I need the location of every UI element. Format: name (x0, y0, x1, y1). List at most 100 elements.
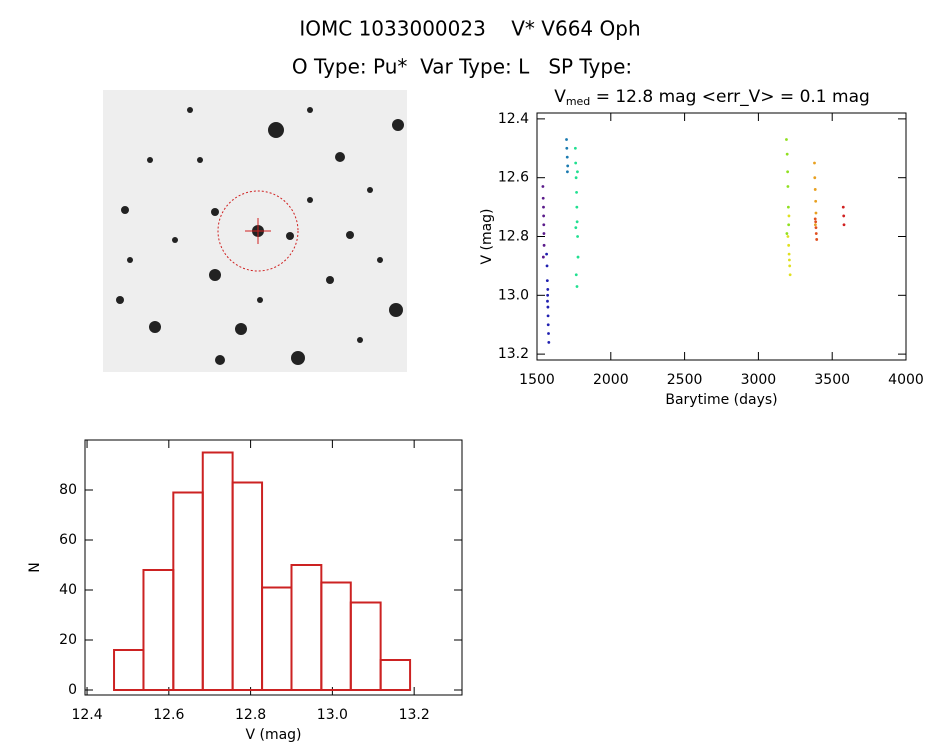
data-point (814, 199, 818, 203)
data-point (813, 223, 817, 227)
data-point (788, 273, 792, 277)
data-point (785, 232, 789, 235)
data-point (565, 155, 569, 159)
y-tick-label: 0 (68, 682, 77, 698)
data-point (566, 170, 569, 174)
histogram-bar (142, 569, 175, 691)
data-point (841, 205, 845, 209)
data-point (787, 223, 791, 227)
data-point (542, 223, 546, 227)
y-axis-label: V (mag) (479, 208, 495, 264)
y-tick-label: 20 (59, 632, 77, 648)
data-point (547, 340, 551, 344)
data-point (574, 226, 578, 230)
data-point (842, 214, 846, 218)
data-point (814, 226, 818, 230)
histogram-bar (349, 601, 382, 691)
x-tick-label: 3500 (814, 372, 850, 388)
data-point (575, 205, 579, 209)
data-point (542, 243, 546, 247)
data-point (546, 288, 550, 291)
data-point (815, 238, 819, 241)
data-point (545, 279, 549, 283)
lc-title: Vmed = 12.8 mag <err_V> = 0.1 mag (554, 87, 870, 108)
histogram-bar (113, 649, 145, 691)
data-point (813, 176, 817, 180)
data-point (546, 323, 550, 327)
data-point (546, 299, 549, 303)
stars (116, 107, 404, 365)
data-point (813, 188, 817, 191)
histogram-bar (261, 586, 293, 691)
y-tick-label: 12.6 (498, 170, 529, 186)
x-tick-label: 3000 (741, 372, 777, 388)
x-axis-label: Barytime (days) (665, 392, 777, 408)
data-point (814, 232, 818, 235)
data-point (576, 255, 580, 259)
page-subtitle: O Type: Pu* Var Type: L SP Type: (292, 55, 632, 79)
x-tick-label: 1500 (519, 372, 555, 388)
x-axis-label: V (mag) (245, 727, 301, 743)
data-point (814, 220, 818, 224)
histogram-bar (290, 564, 323, 691)
x-tick-label: 2000 (593, 372, 629, 388)
x-tick-label: 13.0 (317, 707, 348, 723)
data-point (541, 185, 545, 188)
data-point (573, 146, 577, 150)
data-point (574, 161, 578, 165)
data-point (574, 176, 578, 180)
data-point (575, 220, 579, 224)
x-tick-label: 13.2 (399, 707, 430, 723)
data-point (566, 164, 570, 168)
data-point (786, 235, 790, 238)
plot-frame (84, 439, 463, 696)
data-point (814, 211, 818, 215)
data-point (786, 205, 790, 209)
page-title: IOMC 1033000023 V* V664 Oph (299, 17, 640, 41)
target-circle (217, 190, 299, 272)
y-tick-label: 13.0 (498, 287, 529, 303)
y-tick-label: 12.8 (498, 229, 529, 245)
y-tick-label: 80 (59, 482, 77, 498)
data-point (787, 252, 791, 256)
x-tick-label: 12.8 (235, 707, 266, 723)
plot-frame (536, 112, 907, 361)
data-point (786, 185, 790, 188)
x-tick-label: 4000 (888, 372, 924, 388)
data-point (842, 223, 846, 227)
data-point (546, 314, 550, 318)
data-point (546, 293, 550, 297)
x-tick-label: 12.6 (153, 707, 184, 723)
lc-title-sub: med (566, 95, 590, 108)
data-point (786, 170, 790, 174)
data-point (542, 205, 545, 209)
data-point (545, 252, 548, 256)
histogram-bar (379, 659, 412, 691)
y-axis-label: N (27, 562, 43, 572)
data-point (787, 258, 791, 262)
data-point (576, 170, 579, 174)
y-tick-label: 13.2 (498, 346, 529, 362)
data-point (813, 217, 817, 221)
star-image (103, 90, 407, 372)
data-point (565, 138, 568, 141)
lc-title-rest: = 12.8 mag <err_V> = 0.1 mag (590, 87, 870, 107)
lc-title-main: V (554, 87, 566, 107)
histogram-bar (320, 581, 352, 691)
data-point (575, 190, 578, 194)
histogram-bar (172, 491, 204, 691)
y-tick-label: 60 (59, 532, 77, 548)
data-point (542, 214, 546, 218)
data-point (576, 235, 579, 238)
data-point (785, 138, 788, 141)
data-point (787, 214, 791, 218)
data-point (547, 332, 550, 335)
y-tick-label: 40 (59, 582, 77, 598)
data-point (542, 232, 546, 235)
data-point (546, 305, 550, 309)
histogram-bar (231, 481, 264, 691)
x-tick-label: 2500 (667, 372, 703, 388)
data-point (788, 264, 792, 268)
